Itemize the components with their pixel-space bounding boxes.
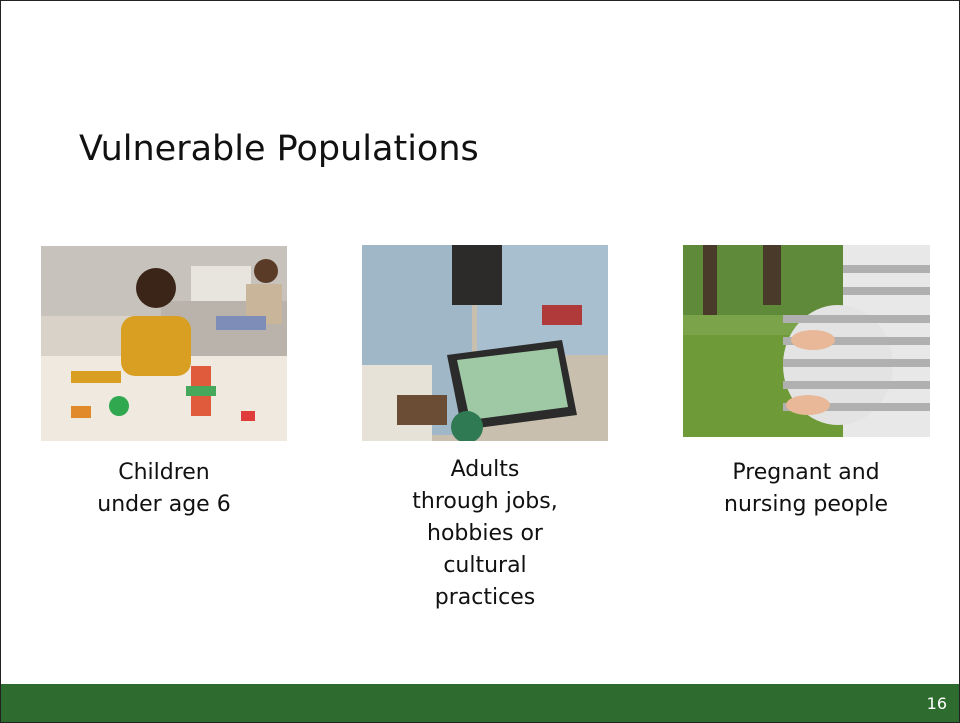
caption-line: through jobs, xyxy=(412,489,558,514)
footer-bar: 16 xyxy=(1,684,959,722)
caption-line: hobbies or xyxy=(427,521,543,546)
caption: Children under age 6 xyxy=(34,457,294,521)
photo-adults xyxy=(362,245,608,441)
caption: Adults through jobs, hobbies or cultural… xyxy=(355,454,615,614)
caption: Pregnant and nursing people xyxy=(676,457,936,521)
caption-line: Adults xyxy=(450,457,520,482)
caption-line: nursing people xyxy=(724,492,888,517)
slide-title: Vulnerable Populations xyxy=(79,129,479,169)
caption-line: Children xyxy=(118,460,210,485)
photo-child xyxy=(41,246,287,441)
photo-pregnant xyxy=(683,245,930,437)
page-number: 16 xyxy=(926,694,947,713)
caption-line: under age 6 xyxy=(97,492,231,517)
caption-line: cultural xyxy=(443,553,527,578)
caption-line: practices xyxy=(434,585,536,610)
caption-line: Pregnant and xyxy=(732,460,880,485)
